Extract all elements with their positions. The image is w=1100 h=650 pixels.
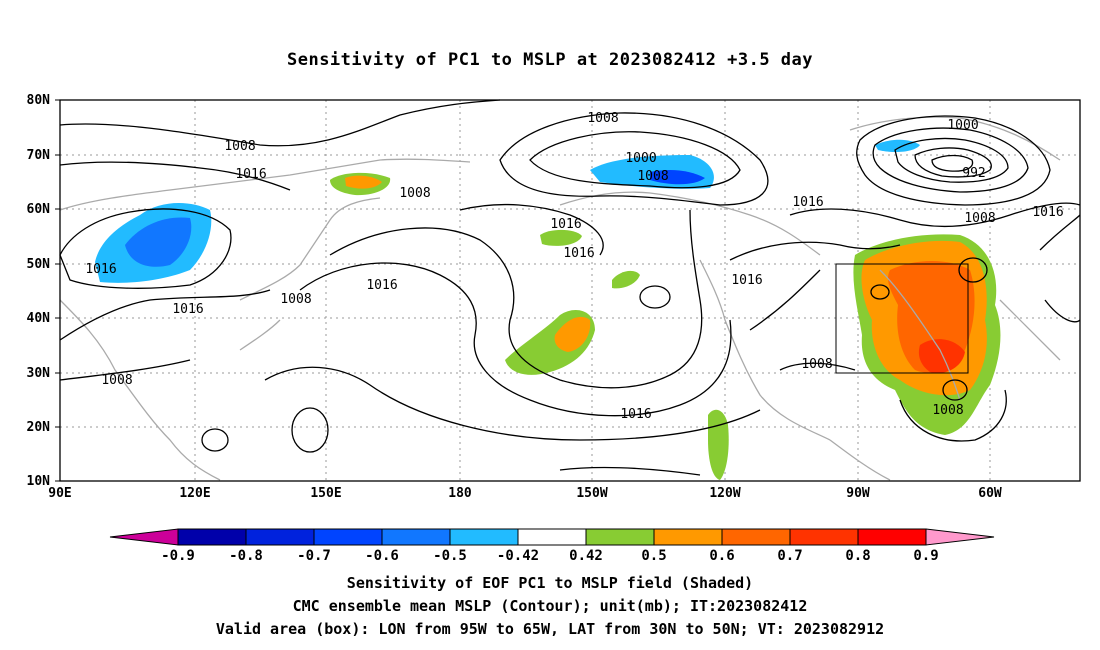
lat-label: 40N xyxy=(27,311,51,326)
contour-label: 1016 xyxy=(792,195,823,210)
negative-region-greenland xyxy=(875,139,920,153)
colorbar-segment xyxy=(585,528,655,546)
colorbar-segment xyxy=(789,528,859,546)
contour-label: 1008 xyxy=(964,211,995,226)
contour-label: 1016 xyxy=(85,262,116,277)
map-title: Sensitivity of PC1 to MSLP at 2023082412… xyxy=(286,50,813,70)
contour-label: 1016 xyxy=(1032,205,1063,220)
caption-line-2: CMC ensemble mean MSLP (Contour); unit(m… xyxy=(292,597,808,615)
contour-label: 1016 xyxy=(550,217,581,232)
positive-region-mexico xyxy=(708,409,729,480)
lat-label: 50N xyxy=(27,257,51,272)
negative-core-arctic xyxy=(650,170,705,185)
positive-region-west xyxy=(612,270,640,289)
negative-core-asia xyxy=(125,217,192,267)
colorbar-label: 0.8 xyxy=(845,548,870,564)
lat-label: 80N xyxy=(27,93,51,108)
lon-label: 150W xyxy=(576,486,607,501)
lat-labels: 80N 70N 60N 50N 40N 30N 20N 10N xyxy=(27,93,51,489)
colorbar-segment xyxy=(313,528,383,546)
colorbar xyxy=(109,528,995,546)
caption-line-1: Sensitivity of EOF PC1 to MSLP field (Sh… xyxy=(346,574,754,592)
colorbar-label: -0.6 xyxy=(365,548,399,564)
colorbar-label: 0.6 xyxy=(709,548,734,564)
positive-core-bering xyxy=(345,175,382,189)
positive-core-pacific xyxy=(554,316,591,352)
map-frame xyxy=(59,99,1081,482)
colorbar-segment xyxy=(653,528,723,546)
axis-ticks xyxy=(55,99,60,482)
contour-label: 1008 xyxy=(801,357,832,372)
colorbar-label: -0.5 xyxy=(433,548,467,564)
colorbar-segment xyxy=(449,528,519,546)
contour-label: 1008 xyxy=(637,169,668,184)
colorbar-labels: -0.9 -0.8 -0.7 -0.6 -0.5 -0.42 0.42 0.5 … xyxy=(161,548,939,564)
contour-label: 1000 xyxy=(625,151,656,166)
lon-label: 90W xyxy=(846,486,870,501)
lon-labels: 90E 120E 150E 180 150W 120W 90W 60W xyxy=(48,486,1002,501)
lon-label: 60W xyxy=(978,486,1002,501)
colorbar-segment xyxy=(721,528,791,546)
contour-label: 1008 xyxy=(399,186,430,201)
colorbar-label: 0.5 xyxy=(641,548,666,564)
mslp-contours xyxy=(59,99,1081,476)
colorbar-left-arrow xyxy=(109,528,179,546)
lon-label: 120W xyxy=(709,486,740,501)
contour-label: 1008 xyxy=(224,139,255,154)
contour-label: 1008 xyxy=(932,403,963,418)
lat-label: 20N xyxy=(27,420,51,435)
colorbar-segment xyxy=(381,528,451,546)
coastlines xyxy=(59,116,1061,481)
contour-label: 1016 xyxy=(731,273,762,288)
colorbar-right-arrow xyxy=(925,528,995,546)
contour-label: 1008 xyxy=(280,292,311,307)
lat-label: 60N xyxy=(27,202,51,217)
lat-label: 10N xyxy=(27,474,51,489)
lat-label: 70N xyxy=(27,148,51,163)
colorbar-label: -0.8 xyxy=(229,548,263,564)
colorbar-segment xyxy=(857,528,927,546)
positive-region-alaska xyxy=(540,229,582,246)
contour-label: 1016 xyxy=(563,246,594,261)
lat-label: 30N xyxy=(27,366,51,381)
contour-label: 1008 xyxy=(587,111,618,126)
colorbar-segment xyxy=(245,528,315,546)
contour-label: 1016 xyxy=(172,302,203,317)
colorbar-segment xyxy=(517,528,587,546)
contour-label: 1000 xyxy=(947,118,978,133)
colorbar-label: 0.42 xyxy=(569,548,603,564)
caption-line-3: Valid area (box): LON from 95W to 65W, L… xyxy=(215,620,885,638)
colorbar-label: 0.7 xyxy=(777,548,802,564)
colorbar-label: -0.9 xyxy=(161,548,195,564)
colorbar-label: -0.7 xyxy=(297,548,331,564)
contour-label: 992 xyxy=(962,166,985,181)
colorbar-label: 0.9 xyxy=(913,548,938,564)
sensitivity-shading xyxy=(95,139,1001,480)
lon-label: 150E xyxy=(310,486,341,501)
lon-label: 90E xyxy=(48,486,71,501)
contour-labels: 1008 1008 1000 1008 1016 1016 1000 992 1… xyxy=(85,111,1063,422)
lon-label: 180 xyxy=(448,486,472,501)
lon-label: 120E xyxy=(179,486,210,501)
contour-label: 1016 xyxy=(620,407,651,422)
contour-label: 1016 xyxy=(235,167,266,182)
positive-peak-north-america xyxy=(918,339,965,374)
valid-area-box xyxy=(835,263,969,374)
contour-label: 1008 xyxy=(101,373,132,388)
colorbar-segment xyxy=(177,528,247,546)
colorbar-label: -0.42 xyxy=(497,548,539,564)
contour-label: 1016 xyxy=(366,278,397,293)
